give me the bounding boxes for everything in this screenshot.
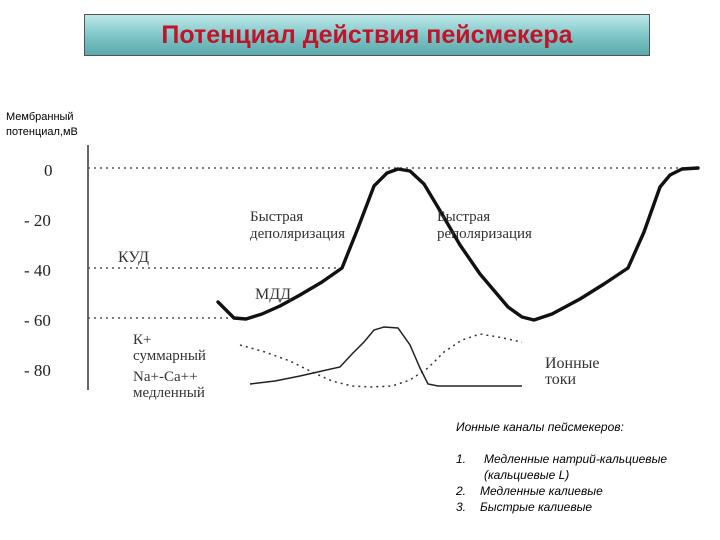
ion-channels-legend: Ионные каналы пейсмекеров: 1. Медленные … [456, 420, 716, 515]
label-fast-depol-2: деполяризация [250, 226, 345, 242]
y-axis-title-line-1: Мембранный [6, 111, 74, 123]
y-tick-minus60: - 60 [24, 311, 51, 330]
legend-item: 2. Медленные калиевые [456, 483, 716, 499]
label-fast-repol-1: Быстрая [437, 209, 490, 225]
legend-item: 1. Медленные натрий-кальциевые (кальциев… [456, 451, 716, 483]
label-k-current-1: К+ [133, 332, 151, 348]
legend-item-number: 1. [456, 452, 467, 466]
legend-item: 3. Быстрые калиевые [456, 499, 716, 515]
k-current-curve [239, 333, 523, 388]
label-fast-depol-1: Быстрая [250, 209, 303, 225]
label-naca-current-1: Na+-Ca++ [133, 369, 198, 385]
label-kud: КУД [118, 249, 149, 266]
y-tick-minus40: - 40 [24, 261, 51, 280]
page-title: Потенциал действия пейсмекера [161, 20, 573, 49]
legend-item-text: Медленные калиевые [480, 484, 603, 498]
action-potential-curve [216, 166, 700, 322]
y-axis-title: Мембранный потенциал,мВ [6, 110, 101, 140]
y-tick-minus20: - 20 [24, 211, 51, 230]
label-mdd: МДД [255, 286, 291, 303]
y-axis-title-line-2: потенциал,мВ [6, 126, 78, 138]
label-fast-repol-2: реполяризация [437, 226, 532, 242]
y-tick-0: 0 [44, 161, 53, 180]
label-ion-currents-2: токи [545, 371, 577, 388]
title-banner: Потенциал действия пейсмекера [84, 14, 650, 56]
label-k-current-2: суммарный [133, 348, 206, 364]
legend-item-number: 2. [456, 484, 467, 498]
legend-item-number: 3. [456, 500, 467, 514]
label-ion-currents-1: Ионные [545, 355, 600, 372]
label-naca-current-2: медленный [133, 385, 205, 401]
legend-item-text: Медленные натрий-кальциевые (кальциевые … [484, 452, 668, 482]
y-tick-minus80: - 80 [24, 361, 51, 380]
naca-current-curve [249, 326, 522, 387]
legend-item-text: Быстрые калиевые [480, 500, 593, 514]
legend-heading: Ионные каналы пейсмекеров: [456, 420, 624, 434]
